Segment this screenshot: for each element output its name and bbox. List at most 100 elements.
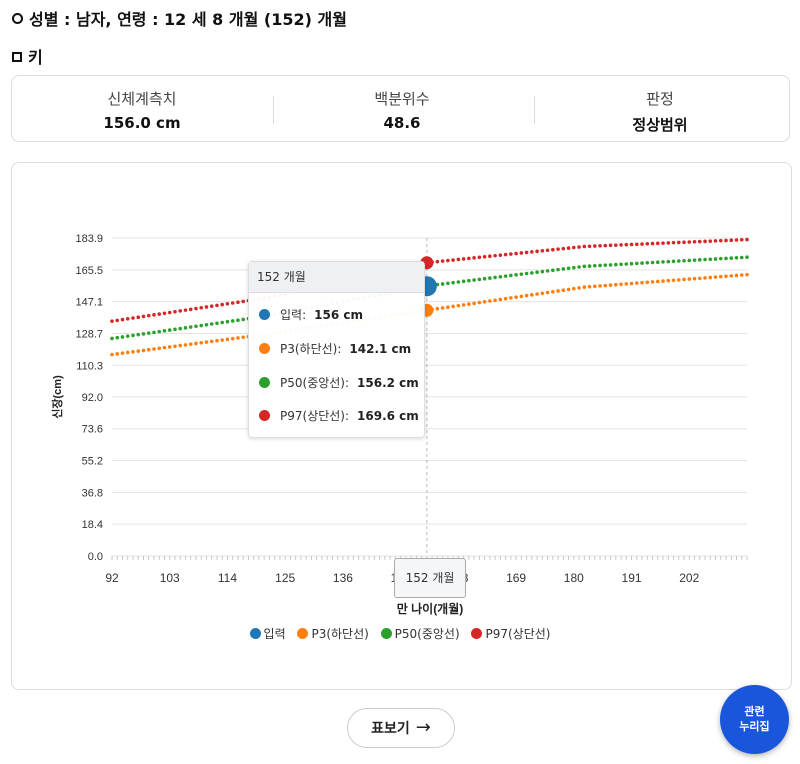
series-point <box>671 278 676 283</box>
p50-dot-icon <box>259 377 270 388</box>
series-point <box>619 243 623 247</box>
series-point <box>603 283 608 288</box>
series-point <box>167 345 172 349</box>
series-point <box>629 242 634 247</box>
series-point <box>110 319 114 323</box>
series-point <box>640 261 644 265</box>
series-point <box>183 343 188 347</box>
series-point <box>530 293 534 297</box>
legend-dot-icon <box>249 628 261 639</box>
series-point <box>446 258 450 263</box>
series-point <box>204 340 209 344</box>
series-point <box>440 259 445 263</box>
stat-value: 48.6 <box>383 114 421 132</box>
series-point <box>498 297 503 302</box>
stat-measurement: 신체계측치 156.0 cm <box>12 76 272 143</box>
tooltip-value: 142.1 cm <box>349 342 412 356</box>
legend-item-input[interactable]: 입력 <box>249 625 286 642</box>
series-point <box>225 302 230 306</box>
series-point <box>477 255 482 260</box>
series-point <box>692 276 697 281</box>
series-point <box>650 260 655 265</box>
series-point <box>624 282 629 286</box>
series-point <box>209 339 214 344</box>
legend-item-p50[interactable]: P50(중앙선) <box>380 625 460 642</box>
stat-percentile: 백분위수 48.6 <box>272 76 532 143</box>
series-point <box>230 336 235 341</box>
series-point <box>220 320 225 325</box>
chart-tooltip: 152 개월 입력: 156 cm P3(하단선): 142.1 cm P50(중앙… <box>248 261 425 438</box>
series-point <box>456 303 461 308</box>
series-point <box>194 324 198 329</box>
series-point <box>120 317 125 322</box>
y-tick-label: 128.7 <box>75 328 103 340</box>
view-table-button[interactable]: 표보기 → <box>347 708 455 748</box>
series-point <box>446 305 450 309</box>
series-point <box>535 292 539 296</box>
series-point <box>545 269 550 273</box>
series-point <box>739 273 744 277</box>
series-point <box>687 258 692 263</box>
tooltip-row-p3: P3(하단선): 142.1 cm <box>259 341 411 357</box>
series-point <box>598 263 602 268</box>
series-point <box>676 278 681 282</box>
series-point <box>514 273 518 277</box>
series-point <box>451 280 455 285</box>
series-point <box>120 335 125 339</box>
series-point <box>598 284 602 288</box>
series-point <box>167 310 172 315</box>
series-point <box>152 330 156 335</box>
legend-item-p3[interactable]: P3(하단선) <box>297 625 369 642</box>
series-point <box>125 334 130 338</box>
series-point <box>624 242 629 247</box>
series-point <box>451 258 455 262</box>
related-sites-label-1: 관련 <box>744 705 765 718</box>
x-tick-label: 92 <box>105 571 119 585</box>
section-title-text: 키 <box>28 48 43 67</box>
series-point <box>692 239 697 244</box>
series-point <box>745 255 749 259</box>
series-point <box>167 328 172 332</box>
divider <box>534 96 535 124</box>
related-sites-button[interactable]: 관련 누리집 <box>720 685 789 754</box>
series-point <box>472 278 476 282</box>
series-point <box>682 258 686 263</box>
series-point <box>467 302 471 306</box>
stat-label: 백분위수 <box>374 90 430 108</box>
series-point <box>451 304 455 309</box>
tooltip-value: 156.2 cm <box>357 376 419 390</box>
y-tick-label: 110.3 <box>76 360 103 372</box>
series-point <box>199 305 204 310</box>
legend-item-p97[interactable]: P97(상단선) <box>471 625 550 642</box>
tooltip-row-p50: P50(중앙선): 156.2 cm <box>259 375 419 391</box>
series-point <box>598 244 602 248</box>
series-point <box>718 238 723 243</box>
series-point <box>136 315 141 320</box>
series-point <box>162 345 167 350</box>
series-point <box>566 287 571 292</box>
series-point <box>178 343 183 348</box>
series-point <box>566 266 571 271</box>
series-point <box>708 257 713 262</box>
series-point <box>519 272 524 276</box>
series-point <box>131 316 135 320</box>
series-point <box>514 295 518 299</box>
series-point <box>467 256 471 261</box>
x-tick-label: 180 <box>564 571 584 585</box>
series-point <box>146 331 151 335</box>
series-point <box>215 321 219 326</box>
series-point <box>157 346 162 351</box>
series-point <box>687 240 692 244</box>
series-point <box>572 265 576 270</box>
series-point <box>540 249 545 253</box>
series-point <box>697 258 702 262</box>
series-point <box>582 264 587 269</box>
series-point <box>729 274 734 278</box>
y-axis-title: 신장(cm) <box>50 375 64 419</box>
series-point <box>682 277 686 282</box>
series-point <box>713 257 718 261</box>
series-point <box>141 348 146 353</box>
tooltip-value: 156 cm <box>314 308 363 322</box>
series-point <box>456 257 461 262</box>
series-point <box>115 335 120 340</box>
